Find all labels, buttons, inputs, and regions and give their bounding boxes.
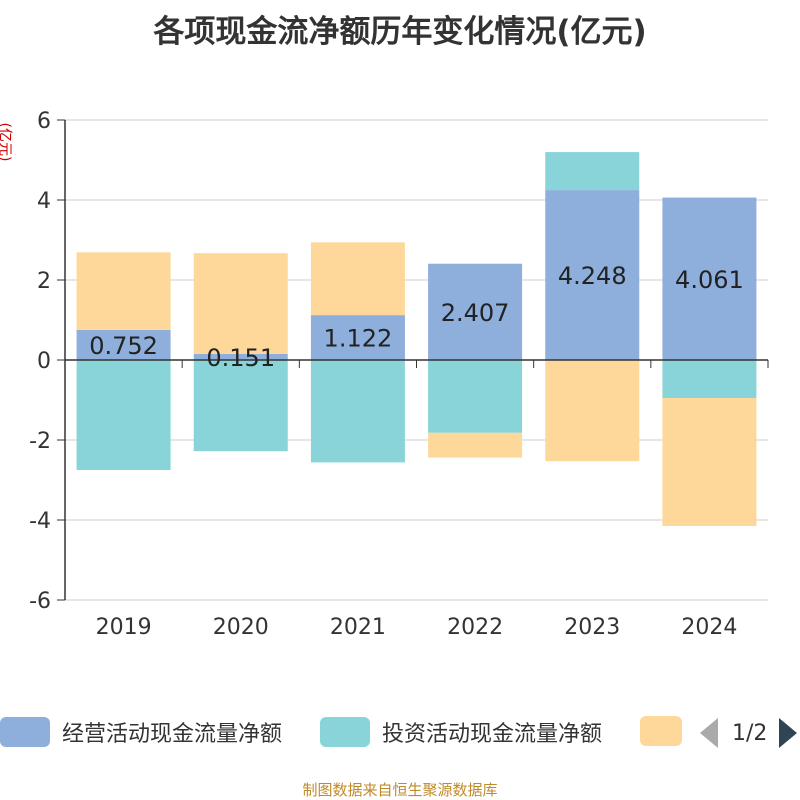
y-tick-label: 4 xyxy=(37,189,51,214)
legend-item-operating[interactable]: 经营活动现金流量净额 xyxy=(0,716,282,748)
x-tick-label: 2021 xyxy=(330,615,386,640)
bar-series1-2023[interactable] xyxy=(545,152,640,191)
chart-title: 各项现金流净额历年变化情况(亿元) xyxy=(153,14,647,50)
bar-series0-2024[interactable] xyxy=(662,197,757,360)
bar-series0-2023[interactable] xyxy=(545,190,640,360)
bar-series0-2022[interactable] xyxy=(428,263,523,360)
bar-series1-2020[interactable] xyxy=(193,360,288,452)
legend-label-investing: 投资活动现金流量净额 xyxy=(382,722,603,747)
x-tick-label: 2024 xyxy=(681,615,737,640)
bar-series2-2024[interactable] xyxy=(662,398,757,526)
legend-item-investing[interactable]: 投资活动现金流量净额 xyxy=(320,716,602,748)
data-label: 4.061 xyxy=(675,266,744,294)
y-tick-label: -6 xyxy=(29,589,51,614)
axes xyxy=(57,119,769,601)
legend-page-indicator: 1/2 xyxy=(732,720,768,746)
bar-series0-2019[interactable] xyxy=(76,329,171,360)
data-label: 4.248 xyxy=(558,262,627,290)
bar-series2-2023[interactable] xyxy=(545,360,640,462)
prev-page-icon[interactable] xyxy=(700,718,718,748)
data-label: 0.151 xyxy=(206,344,275,372)
bar-series0-2021[interactable] xyxy=(310,315,405,360)
legend-swatch-investing xyxy=(320,717,370,747)
bar-series1-2024[interactable] xyxy=(662,360,757,398)
x-tick-label: 2020 xyxy=(213,615,269,640)
data-label: 1.122 xyxy=(324,325,393,353)
bar-series1-2019[interactable] xyxy=(76,360,171,470)
bar-series2-2020[interactable] xyxy=(193,253,288,354)
y-tick-label: 2 xyxy=(37,269,51,294)
legend-swatch-operating xyxy=(0,717,50,747)
bar-series0-2020[interactable] xyxy=(193,353,288,360)
x-tick-label: 2023 xyxy=(564,615,620,640)
labels: 6 4 2 0 -2 -4 -6 2019 2020 2021 2022 2023 2024 0.752 0… xyxy=(29,109,744,640)
data-label: 2.407 xyxy=(441,299,510,327)
next-page-icon[interactable] xyxy=(779,718,798,748)
legend: 经营活动现金流量净额 投资活动现金流量净额 1/2 xyxy=(0,716,800,754)
bars xyxy=(76,152,757,526)
legend-swatch-financing xyxy=(640,716,682,746)
bar-series1-2021[interactable] xyxy=(310,360,405,463)
y-tick-label: 6 xyxy=(37,109,51,134)
legend-pager: 1/2 xyxy=(700,718,798,748)
y-tick-label: -4 xyxy=(29,509,51,534)
y-tick-label: 0 xyxy=(37,349,51,374)
data-label: 0.752 xyxy=(89,332,158,360)
legend-item-financing[interactable] xyxy=(640,716,682,746)
bar-series2-2022[interactable] xyxy=(428,432,523,458)
bar-series1-2022[interactable] xyxy=(428,360,523,433)
legend-label-operating: 经营活动现金流量净额 xyxy=(62,722,283,747)
x-tick-label: 2022 xyxy=(447,615,503,640)
x-tick-label: 2019 xyxy=(96,615,152,640)
y-tick-label: -2 xyxy=(29,429,51,454)
data-source-footer: 制图数据来自恒生聚源数据库 xyxy=(302,781,498,799)
bar-series2-2021[interactable] xyxy=(310,242,405,316)
gridlines xyxy=(65,119,768,601)
bar-series2-2019[interactable] xyxy=(76,252,171,330)
